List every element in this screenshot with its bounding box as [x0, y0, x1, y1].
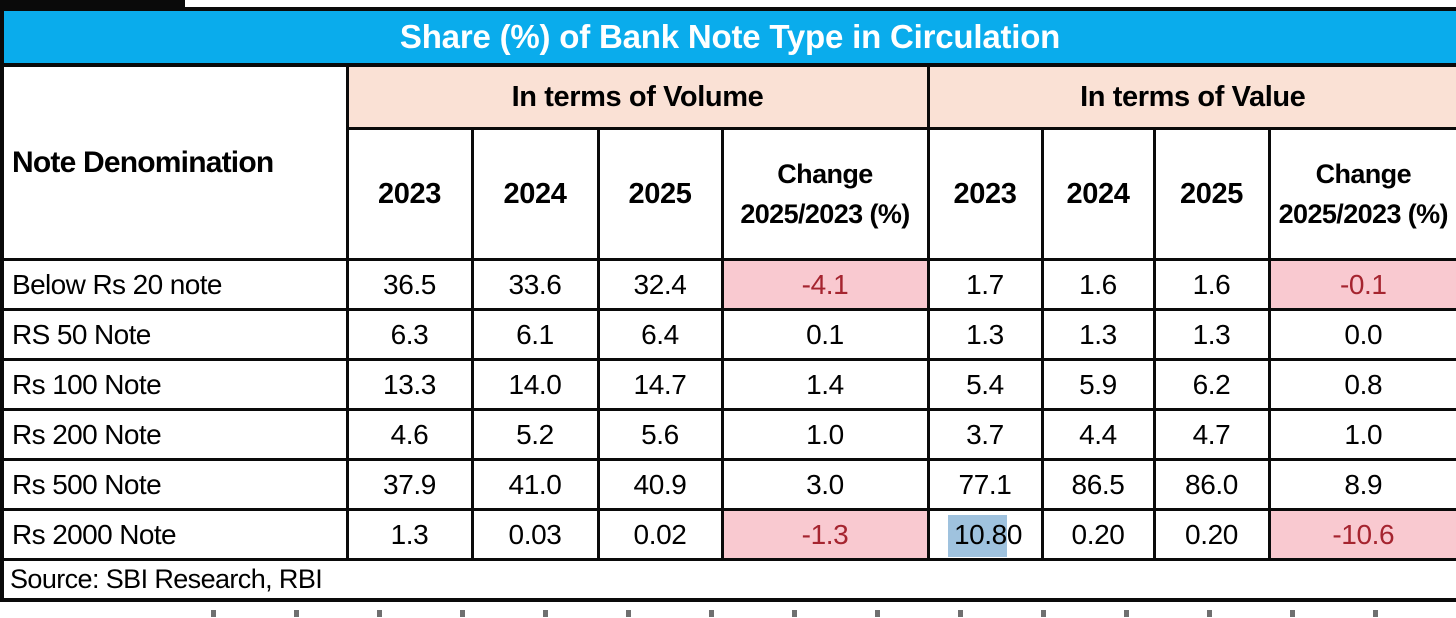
value-cell: 3.7	[926, 408, 1044, 461]
table-row: Rs 200 Note 4.6 5.2 5.6 1.0 3.7 4.4 4.7 1.0	[0, 408, 1456, 461]
crop-artifact-bottom	[211, 610, 1401, 617]
value-cell: 86.5	[1040, 458, 1156, 511]
value-cell: -0.1	[1267, 258, 1456, 311]
value-cell: 13.3	[345, 358, 474, 411]
value-cell: 77.1	[926, 458, 1044, 511]
value-cell: 86.0	[1152, 458, 1271, 511]
value-cell: 6.4	[596, 308, 724, 361]
value-cell: 0.02	[596, 508, 724, 561]
value-cell: 1.0	[1267, 408, 1456, 461]
value-cell: 32.4	[596, 258, 724, 311]
group-header-value: In terms of Value	[926, 63, 1456, 130]
value-cell: 33.6	[470, 258, 600, 311]
col-header-val-2024: 2024	[1040, 127, 1156, 261]
crop-artifact-top	[0, 0, 185, 8]
col-header-vol-2023: 2023	[345, 127, 474, 261]
value-cell: 6.2	[1152, 358, 1271, 411]
col-header-vol-2024: 2024	[470, 127, 600, 261]
value-cell: 36.5	[345, 258, 474, 311]
source-row: Source: SBI Research, RBI	[0, 558, 1456, 602]
col-header-val-2023: 2023	[926, 127, 1044, 261]
value-cell: 3.0	[720, 458, 930, 511]
value-cell: 1.0	[720, 408, 930, 461]
row-label: RS 50 Note	[0, 308, 349, 361]
highlight-mark: 10.8	[947, 514, 1007, 557]
banknote-share-table: Share (%) of Bank Note Type in Circulati…	[0, 7, 1456, 602]
value-cell: 6.1	[470, 308, 600, 361]
value-cell: 1.7	[926, 258, 1044, 311]
value-cell: 40.9	[596, 458, 724, 511]
value-cell: 37.9	[345, 458, 474, 511]
table-title: Share (%) of Bank Note Type in Circulati…	[0, 7, 1456, 67]
value-cell: 0.8	[1267, 358, 1456, 411]
column-header-row: 2023 2024 2025 Change 2025/2023 (%) 2023…	[2, 127, 1456, 261]
col-header-val-2025: 2025	[1152, 127, 1271, 261]
title-row: Share (%) of Bank Note Type in Circulati…	[0, 7, 1456, 67]
table-row: Rs 500 Note 37.9 41.0 40.9 3.0 77.1 86.5 86.0 8.…	[0, 458, 1456, 511]
value-cell: 4.4	[1040, 408, 1156, 461]
value-cell: 1.3	[345, 508, 474, 561]
row-label: Rs 2000 Note	[0, 508, 349, 561]
value-cell: 0.20	[1040, 508, 1156, 561]
row-label: Rs 100 Note	[0, 358, 349, 411]
row-label: Below Rs 20 note	[0, 258, 349, 311]
value-cell: 0.20	[1152, 508, 1271, 561]
row-label: Rs 200 Note	[0, 408, 349, 461]
source-note: Source: SBI Research, RBI	[0, 558, 1456, 602]
row-label: Rs 500 Note	[0, 458, 349, 511]
value-cell: 1.4	[720, 358, 930, 411]
value-cell: 1.3	[926, 308, 1044, 361]
value-cell: 0.03	[470, 508, 600, 561]
value-cell: 4.7	[1152, 408, 1271, 461]
value-cell: 6.3	[345, 308, 474, 361]
value-cell: 10.80	[926, 508, 1044, 561]
col-header-vol-2025: 2025	[596, 127, 724, 261]
corner-header: Note Denomination	[0, 63, 349, 261]
value-cell: 1.6	[1040, 258, 1156, 311]
value-cell: -1.3	[720, 508, 930, 561]
value-cell: 0.0	[1267, 308, 1456, 361]
value-cell: 14.7	[596, 358, 724, 411]
group-header-volume: In terms of Volume	[345, 63, 930, 130]
value-cell: 5.2	[470, 408, 600, 461]
value-cell: 5.4	[926, 358, 1044, 411]
value-cell: 1.3	[1152, 308, 1271, 361]
value-cell: 41.0	[470, 458, 600, 511]
value-cell: 4.6	[345, 408, 474, 461]
value-cell: 5.6	[596, 408, 724, 461]
col-header-val-change: Change 2025/2023 (%)	[1267, 127, 1456, 261]
value-cell: 8.9	[1267, 458, 1456, 511]
value-cell: -10.6	[1267, 508, 1456, 561]
col-header-vol-change: Change 2025/2023 (%)	[720, 127, 930, 261]
table-row: Rs 100 Note 13.3 14.0 14.7 1.4 5.4 5.9 6.2 0.8	[0, 358, 1456, 411]
table-row: Rs 2000 Note 1.3 0.03 0.02 -1.3 10.80 0.20 0.20…	[0, 508, 1456, 561]
table-row: RS 50 Note 6.3 6.1 6.4 0.1 1.3 1.3 1.3 0.0	[0, 308, 1456, 361]
value-cell: 1.3	[1040, 308, 1156, 361]
value-cell: -4.1	[720, 258, 930, 311]
value-cell: 0.1	[720, 308, 930, 361]
value-cell: 5.9	[1040, 358, 1156, 411]
value-cell: 14.0	[470, 358, 600, 411]
value-cell: 1.6	[1152, 258, 1271, 311]
group-header-row: Note Denomination In terms of Volume In …	[0, 63, 1456, 261]
table-row: Below Rs 20 note 36.5 33.6 32.4 -4.1 1.7 1.6 1.…	[0, 258, 1456, 311]
